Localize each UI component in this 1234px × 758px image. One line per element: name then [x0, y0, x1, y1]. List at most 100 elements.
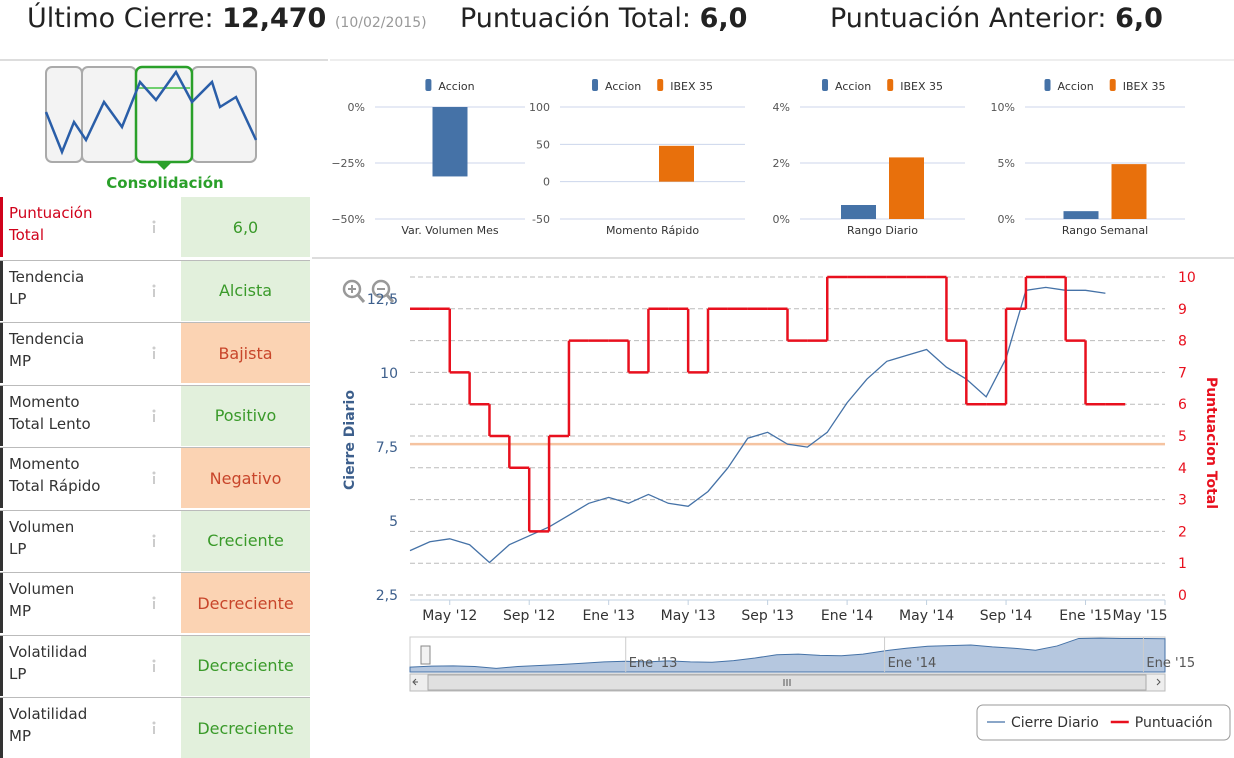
y-tick-label: 0% [998, 213, 1015, 226]
navigator-label: Ene '13 [629, 656, 678, 671]
header: Último Cierre: 12,470 (10/02/2015) Puntu… [0, 0, 1234, 45]
x-tick-label: Momento Rápido [606, 224, 699, 237]
date: (10/02/2015) [334, 15, 427, 31]
indicator-value: Alcista [181, 260, 310, 321]
y-tick-label: 10% [991, 101, 1015, 114]
x-tick-label: Sep '14 [980, 608, 1033, 624]
line [409, 286, 1106, 564]
y2-tick-label: 10 [1178, 270, 1196, 286]
bar [1063, 211, 1099, 219]
legend-label: Accion [835, 80, 871, 93]
navigator-label: Ene '14 [888, 656, 937, 671]
x-tick-label: May '14 [899, 608, 954, 624]
pattern-label: Consolidación [106, 174, 223, 192]
x-tick-label: Var. Volumen Mes [401, 224, 499, 237]
info-icon [150, 595, 158, 609]
label: Puntuación Total: [460, 3, 691, 34]
y2-tick-label: 0 [1178, 588, 1187, 604]
y-axis-title: Cierre Diario [342, 390, 358, 490]
x-tick-label: Ene '13 [582, 608, 634, 624]
legend-swatch [822, 79, 829, 91]
legend: Accion IBEX 35 [592, 79, 713, 93]
navigator-frame[interactable] [409, 636, 1166, 692]
indicator-row: Tendencia LP Alcista [0, 259, 310, 321]
indicator-label: Momento Total Rápido [0, 448, 140, 508]
x-tick-label: May '12 [422, 608, 477, 624]
zoom-controls[interactable] [342, 279, 395, 303]
y2-tick-label: 7 [1178, 365, 1187, 381]
navigator-label: Ene '15 [1146, 656, 1195, 671]
y2-tick-label: 8 [1178, 334, 1187, 350]
y-tick-label: 0% [348, 101, 365, 114]
legend-swatch [1109, 79, 1116, 91]
indicator-row: Volumen LP Creciente [0, 509, 310, 571]
legend-label: Accion [605, 80, 641, 93]
bar [659, 145, 694, 182]
y2-tick-label: 9 [1178, 302, 1187, 318]
y-tick-label: 2,5 [376, 588, 398, 604]
legend-label: Cierre Diario [1011, 715, 1099, 731]
y-tick-label: 2% [773, 157, 790, 170]
x-tick-label: Sep '12 [503, 608, 556, 624]
x-tick-label: Rango Semanal [1062, 224, 1148, 237]
y-tick-label: 7,5 [376, 440, 398, 456]
previous-score: Puntuación Anterior: 6,0 [830, 3, 1163, 34]
indicator-value: Negativo [181, 448, 310, 508]
pattern-icon [44, 65, 258, 170]
y2-tick-label: 3 [1178, 493, 1187, 509]
y-tick-label: 10 [380, 366, 398, 382]
info-icon [150, 720, 158, 734]
legend: Accion IBEX 35 [822, 79, 943, 93]
info-icon [150, 345, 158, 359]
x-tick-label: May '13 [661, 608, 716, 624]
y2-tick-label: 5 [1178, 429, 1187, 445]
indicator-value: Decreciente [181, 635, 310, 696]
indicator-label: Tendencia LP [0, 260, 140, 321]
x-tick-label: May '15 [1112, 608, 1167, 624]
indicator-value: Decreciente [181, 698, 310, 758]
legend-label: Accion [438, 80, 474, 93]
bar [889, 157, 924, 219]
bar [432, 107, 468, 177]
indicator-value: Decreciente [181, 573, 310, 633]
value: 6,0 [1115, 3, 1163, 34]
indicator-label: Volatilidad LP [0, 635, 140, 696]
indicator-row: Volumen MP Decreciente [0, 572, 310, 633]
legend-label: Puntuación [1135, 715, 1213, 731]
y-tick-label: -50 [532, 213, 550, 226]
indicator-value: 6,0 [181, 197, 310, 257]
indicator-row: Momento Total Lento Positivo [0, 384, 310, 446]
info-icon [150, 470, 158, 484]
indicator-value: Bajista [181, 323, 310, 383]
y-tick-label: 100 [529, 101, 550, 114]
total-score: Puntuación Total: 6,0 [460, 3, 747, 34]
x-tick-label: Ene '15 [1059, 608, 1111, 624]
legend-swatch [1044, 79, 1051, 91]
value: 12,470 [222, 3, 327, 34]
value: 6,0 [699, 3, 748, 34]
legend: Accion IBEX 35 [1044, 79, 1166, 93]
info-icon [150, 408, 158, 422]
y2-tick-label: 2 [1178, 524, 1187, 540]
y-tick-label: 12,5 [367, 292, 398, 308]
x-tick-label: Rango Diario [847, 224, 918, 237]
legend-label: IBEX 35 [1123, 80, 1166, 93]
navigator-area [409, 637, 1166, 673]
indicator-label: Momento Total Lento [0, 385, 140, 446]
info-icon [150, 283, 158, 297]
y-tick-label: 5% [998, 157, 1015, 170]
x-tick-label: Sep '13 [741, 608, 794, 624]
indicator-row: Momento Total Rápido Negativo [0, 447, 310, 508]
legend-swatch [592, 79, 599, 91]
label: Puntuación Anterior: [830, 3, 1107, 34]
y2-tick-label: 4 [1178, 461, 1187, 477]
indicator-row: Puntuación Total 6,0 [0, 197, 310, 257]
y2-tick-label: 1 [1178, 556, 1187, 572]
legend-label: Accion [1058, 80, 1094, 93]
indicator-label: Tendencia MP [0, 323, 140, 383]
indicator-label: Puntuación Total [0, 197, 140, 257]
indicator-value: Positivo [181, 385, 310, 446]
indicator-label: Volumen MP [0, 573, 140, 633]
y-tick-label: 4% [773, 101, 790, 114]
